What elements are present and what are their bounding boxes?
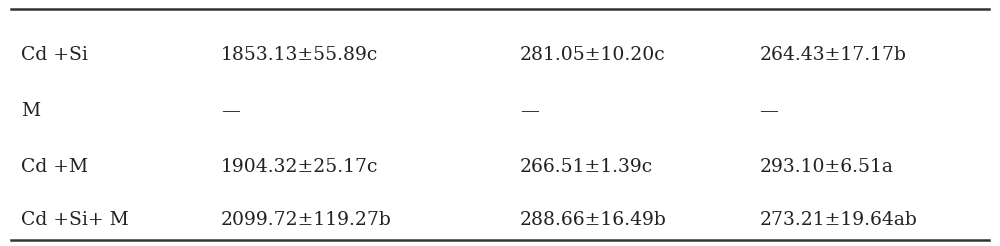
Text: Cd +M: Cd +M xyxy=(21,158,88,176)
Text: Cd +Si+ M: Cd +Si+ M xyxy=(21,211,129,229)
Text: —: — xyxy=(759,102,778,120)
Text: 293.10±6.51a: 293.10±6.51a xyxy=(759,158,893,176)
Text: Cd +Si: Cd +Si xyxy=(21,46,88,64)
Text: 2099.72±119.27b: 2099.72±119.27b xyxy=(221,211,392,229)
Text: 273.21±19.64ab: 273.21±19.64ab xyxy=(759,211,917,229)
Text: 288.66±16.49b: 288.66±16.49b xyxy=(520,211,667,229)
Text: 264.43±17.17b: 264.43±17.17b xyxy=(759,46,906,64)
Text: 1853.13±55.89c: 1853.13±55.89c xyxy=(221,46,378,64)
Text: M: M xyxy=(21,102,40,120)
Text: 1904.32±25.17c: 1904.32±25.17c xyxy=(221,158,378,176)
Text: 281.05±10.20c: 281.05±10.20c xyxy=(520,46,666,64)
Text: —: — xyxy=(520,102,539,120)
Text: —: — xyxy=(221,102,240,120)
Text: 266.51±1.39c: 266.51±1.39c xyxy=(520,158,653,176)
